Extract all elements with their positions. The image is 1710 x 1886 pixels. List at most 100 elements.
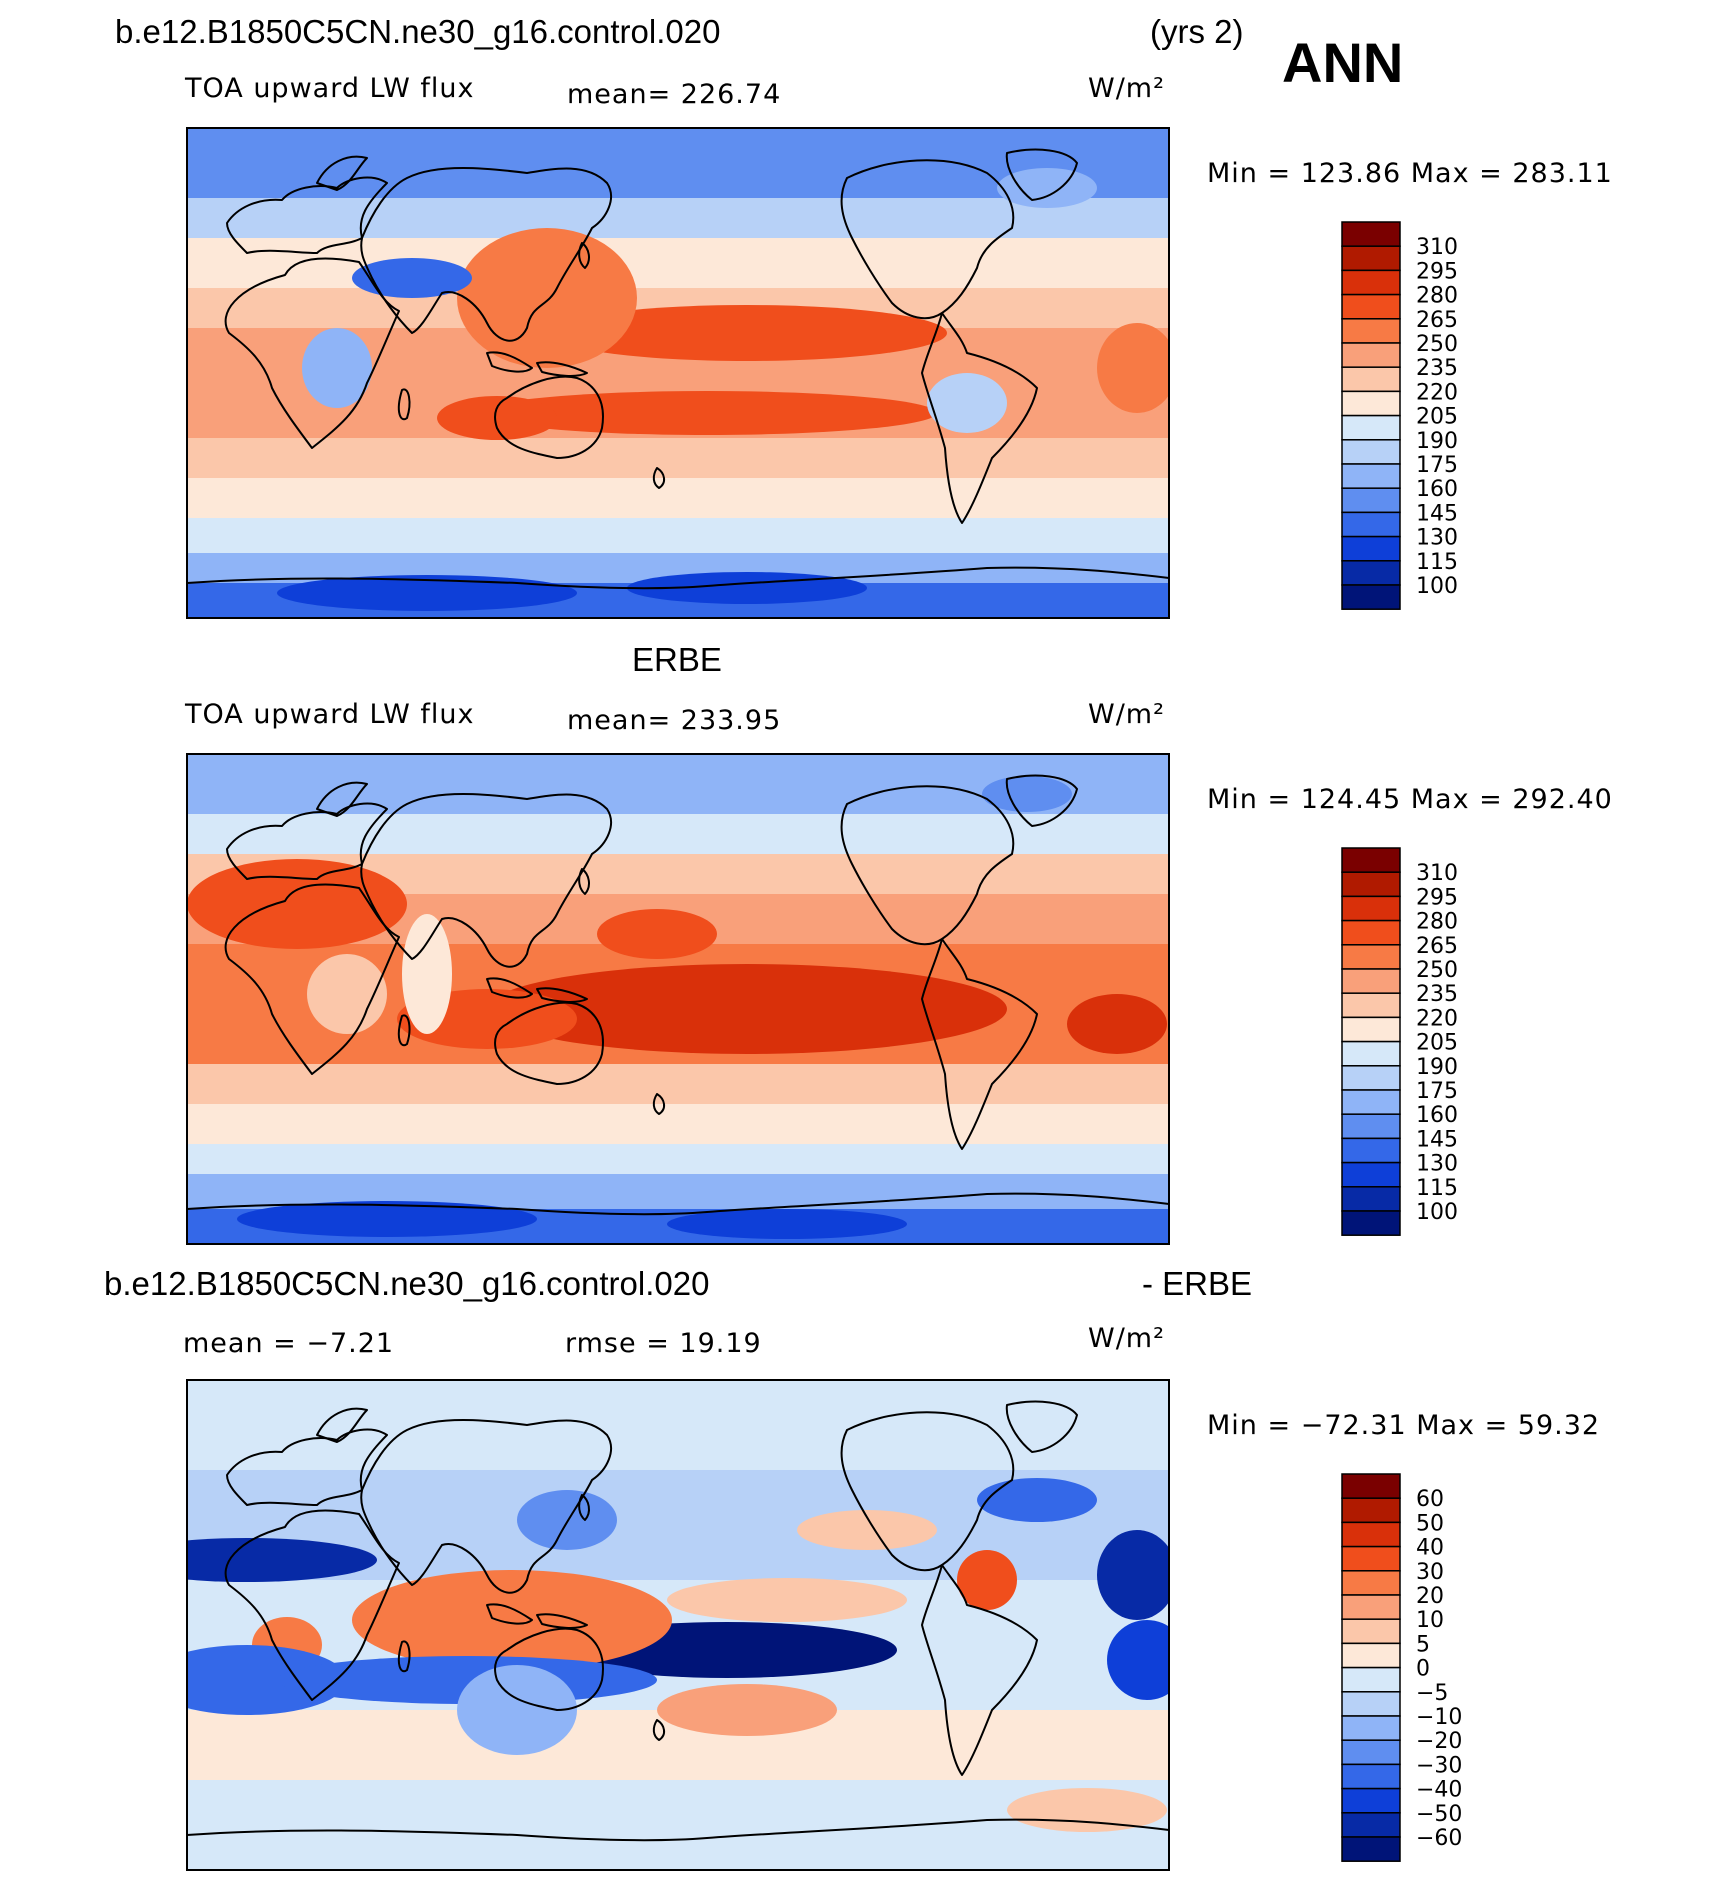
colorbar-box [1341, 511, 1401, 538]
colorbar-box [1341, 1210, 1401, 1236]
colorbar-label: −50 [1416, 1802, 1462, 1827]
colorbar-label: 100 [1416, 1200, 1458, 1225]
colorbar-box [1341, 1113, 1401, 1140]
colorbar-label: 175 [1416, 1079, 1458, 1104]
colorbar-box [1341, 1065, 1401, 1091]
colorbar-label: 160 [1416, 477, 1458, 502]
map-obs [186, 753, 1170, 1245]
colorbar-box [1341, 968, 1401, 994]
obs-heading: ERBE [632, 641, 722, 678]
colorbar-label: 130 [1416, 1152, 1458, 1177]
colorbar-label: 205 [1416, 405, 1458, 430]
colorbar-label: 220 [1416, 380, 1458, 405]
colorbar-label: 295 [1416, 885, 1458, 910]
colorbar-box [1341, 847, 1401, 873]
colorbar-box [1341, 1787, 1401, 1814]
colorbar-label: 310 [1416, 235, 1458, 260]
colorbar-label: 60 [1416, 1487, 1444, 1512]
colorbar-box [1341, 584, 1401, 610]
colorbar-box [1341, 1137, 1401, 1164]
colorbar-box [1341, 221, 1401, 247]
colorbar-box [1341, 1497, 1401, 1524]
colorbar-label: 115 [1416, 1176, 1458, 1201]
colorbar-box [1341, 871, 1401, 898]
colorbar-label: 130 [1416, 526, 1458, 551]
colorbar-label: −5 [1416, 1681, 1448, 1706]
colorbar-label: 310 [1416, 861, 1458, 886]
colorbar-box [1341, 1473, 1401, 1499]
colorbar-label: 0 [1416, 1657, 1430, 1682]
map-diff [186, 1379, 1170, 1871]
colorbar-box [1341, 1642, 1401, 1669]
rmse-label: rmse = 19.19 [565, 1328, 762, 1359]
colorbar-label: 175 [1416, 453, 1458, 478]
colorbar-box [1341, 463, 1401, 489]
colorbar-label: 250 [1416, 958, 1458, 983]
map-model [186, 127, 1170, 619]
colorbar-box [1341, 944, 1401, 970]
units-label: W/m² [1088, 699, 1165, 730]
colorbar-box [1341, 1161, 1401, 1188]
units-label: W/m² [1088, 73, 1165, 104]
colorbar-label: 265 [1416, 308, 1458, 333]
colorbar-box [1341, 1570, 1401, 1596]
colorbar-label: −40 [1416, 1778, 1462, 1803]
colorbar-label: −20 [1416, 1729, 1462, 1754]
season-label: ANN [1282, 31, 1403, 94]
colorbar-box [1341, 1186, 1401, 1212]
colorbar-box [1341, 245, 1401, 272]
panel-diff: b.e12.B1850C5CN.ne30_g16.control.020 - E… [104, 1265, 1600, 1871]
colorbar-label: 190 [1416, 429, 1458, 454]
colorbar-box [1341, 293, 1401, 320]
colorbar-label: 220 [1416, 1006, 1458, 1031]
colorbar-label: 100 [1416, 574, 1458, 599]
case-title: b.e12.B1850C5CN.ne30_g16.control.020 [115, 13, 720, 50]
map-frame [186, 127, 1170, 619]
colorbar-label: 265 [1416, 934, 1458, 959]
colorbar-label: −10 [1416, 1705, 1462, 1730]
years-label: (yrs 2) [1150, 13, 1244, 50]
colorbar-label: 235 [1416, 356, 1458, 381]
mean-label: mean = −7.21 [183, 1328, 394, 1359]
colorbar-label: 280 [1416, 910, 1458, 935]
colorbar-label: −30 [1416, 1753, 1462, 1778]
colorbar-box [1341, 318, 1401, 344]
colorbar-label: 115 [1416, 550, 1458, 575]
colorbar-box [1341, 414, 1401, 441]
colorbar-box [1341, 439, 1401, 465]
colorbar-box [1341, 992, 1401, 1019]
colorbar-label: 145 [1416, 1127, 1458, 1152]
colorbar-box [1341, 1763, 1401, 1790]
panel-obs: ERBE TOA upward LW flux mean= 233.95 W/m… [184, 641, 1612, 1245]
colorbar-label: −60 [1416, 1826, 1462, 1851]
colorbar-box [1341, 487, 1401, 514]
mean-label: mean= 226.74 [567, 79, 781, 110]
colorbar-label: 235 [1416, 982, 1458, 1007]
map-frame [186, 1379, 1170, 1871]
field-label: TOA upward LW flux [184, 73, 475, 104]
colorbar-box [1341, 1618, 1401, 1645]
colorbar-label: 160 [1416, 1103, 1458, 1128]
minmax-label: Min = 123.86 Max = 283.11 [1207, 158, 1613, 189]
colorbar-label: 205 [1416, 1031, 1458, 1056]
colorbar-label: 295 [1416, 259, 1458, 284]
colorbar-box [1341, 1715, 1401, 1741]
colorbar-label: 20 [1416, 1584, 1444, 1609]
colorbar-box [1341, 1016, 1401, 1043]
colorbar-box [1341, 1691, 1401, 1717]
colorbar-box [1341, 535, 1401, 562]
minmax-label: Min = −72.31 Max = 59.32 [1207, 1410, 1600, 1441]
colorbar-label: 145 [1416, 501, 1458, 526]
colorbar-box [1341, 1594, 1401, 1620]
colorbar-label: 50 [1416, 1511, 1444, 1536]
colorbar-obs: 3102952802652502352202051901751601451301… [1341, 847, 1458, 1236]
colorbar-model: 3102952802652502352202051901751601451301… [1341, 221, 1458, 610]
colorbar-box [1341, 269, 1401, 296]
colorbar-label: 5 [1416, 1632, 1430, 1657]
mean-label: mean= 233.95 [567, 705, 781, 736]
colorbar-box [1341, 919, 1401, 946]
units-label: W/m² [1088, 1323, 1165, 1354]
diff-heading-left: b.e12.B1850C5CN.ne30_g16.control.020 [104, 1265, 709, 1302]
colorbar-label: 40 [1416, 1536, 1444, 1561]
colorbar-box [1341, 1521, 1401, 1548]
